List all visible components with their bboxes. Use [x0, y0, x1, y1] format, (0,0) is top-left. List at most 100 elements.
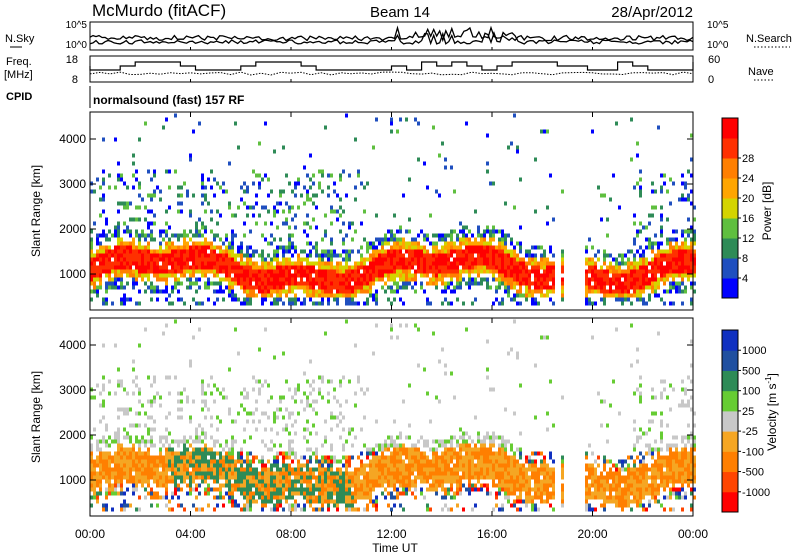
velocity-cell	[336, 423, 339, 428]
power-cell	[531, 293, 534, 298]
velocity-cell	[195, 439, 198, 444]
power-cell	[129, 233, 132, 238]
velocity-cell	[390, 335, 393, 340]
velocity-cell	[276, 415, 279, 420]
power-cell	[105, 261, 108, 266]
power-cell	[441, 269, 444, 274]
velocity-cell	[534, 471, 537, 476]
power-cell	[93, 277, 96, 282]
velocity-cell	[399, 323, 402, 328]
velocity-cell	[273, 419, 276, 424]
power-cell	[204, 225, 207, 230]
velocity-cell	[417, 471, 420, 476]
power-cell	[348, 257, 351, 262]
velocity-cell	[318, 483, 321, 488]
power-cell	[249, 261, 252, 266]
velocity-cell	[348, 379, 351, 384]
velocity-cell	[288, 467, 291, 472]
velocity-cell	[288, 479, 291, 484]
velocity-cell	[282, 395, 285, 400]
velocity-cell	[399, 435, 402, 440]
power-cell	[426, 257, 429, 262]
power-cell	[108, 257, 111, 262]
velocity-cell	[420, 479, 423, 484]
power-cell	[420, 261, 423, 266]
velocity-cell	[108, 459, 111, 464]
velocity-cell	[282, 459, 285, 464]
velocity-cell	[387, 463, 390, 468]
power-cell	[645, 273, 648, 278]
power-cell	[462, 257, 465, 262]
velocity-cell	[366, 471, 369, 476]
power-cell	[117, 233, 120, 238]
power-cell	[444, 273, 447, 278]
power-cell	[375, 273, 378, 278]
velocity-cell	[363, 471, 366, 476]
power-cell	[459, 253, 462, 258]
velocity-cell	[471, 487, 474, 492]
velocity-cell	[294, 503, 297, 508]
velocity-cell	[438, 439, 441, 444]
power-cell	[96, 233, 99, 238]
power-cell	[468, 237, 471, 242]
power-cell	[147, 169, 150, 174]
power-cell	[396, 265, 399, 270]
velocity-cell	[174, 459, 177, 464]
velocity-cell	[489, 471, 492, 476]
power-cell	[264, 277, 267, 282]
power-cell	[219, 185, 222, 190]
velocity-cell	[495, 451, 498, 456]
velocity-cell	[246, 451, 249, 456]
velocity-cell	[339, 495, 342, 500]
power-cell	[327, 293, 330, 298]
velocity-cell	[372, 451, 375, 456]
velocity-cell	[441, 443, 444, 448]
power-cell	[453, 265, 456, 270]
freq-right-tick-bottom: 0	[708, 74, 714, 86]
power-cell	[123, 285, 126, 290]
velocity-cell	[492, 439, 495, 444]
velocity-cell	[459, 447, 462, 452]
velocity-cell	[483, 475, 486, 480]
velocity-cell	[441, 451, 444, 456]
velocity-cell	[132, 459, 135, 464]
power-cell	[102, 233, 105, 238]
velocity-cell	[297, 463, 300, 468]
power-cell	[102, 193, 105, 198]
velocity-cell	[177, 483, 180, 488]
velocity-cell	[102, 471, 105, 476]
velocity-cell	[381, 483, 384, 488]
power-cell	[474, 261, 477, 266]
power-cell	[453, 257, 456, 262]
velocity-cell	[102, 463, 105, 468]
power-cell	[90, 261, 93, 266]
velocity-cell	[465, 447, 468, 452]
velocity-cell	[492, 451, 495, 456]
power-cell	[549, 277, 552, 282]
velocity-cell	[273, 415, 276, 420]
power-cell	[192, 193, 195, 198]
velocity-cell	[309, 455, 312, 460]
power-cell	[375, 213, 378, 218]
power-cell	[165, 281, 168, 286]
power-cell	[168, 185, 171, 190]
power-cell	[390, 253, 393, 258]
velocity-cell	[138, 455, 141, 460]
power-cell	[207, 241, 210, 246]
power-cell	[384, 265, 387, 270]
power-cell	[486, 225, 489, 230]
velocity-cell	[384, 447, 387, 452]
velocity-cell	[354, 507, 357, 512]
velocity-cell	[150, 459, 153, 464]
velocity-cell	[276, 491, 279, 496]
velocity-cell	[120, 483, 123, 488]
velocity-cell	[240, 391, 243, 396]
power-cell	[339, 197, 342, 202]
power-cell	[264, 205, 267, 210]
velocity-cell	[162, 479, 165, 484]
velocity-cell	[111, 459, 114, 464]
power-cell	[432, 249, 435, 254]
velocity-cell	[411, 463, 414, 468]
velocity-cell	[117, 455, 120, 460]
power-cell	[639, 293, 642, 298]
